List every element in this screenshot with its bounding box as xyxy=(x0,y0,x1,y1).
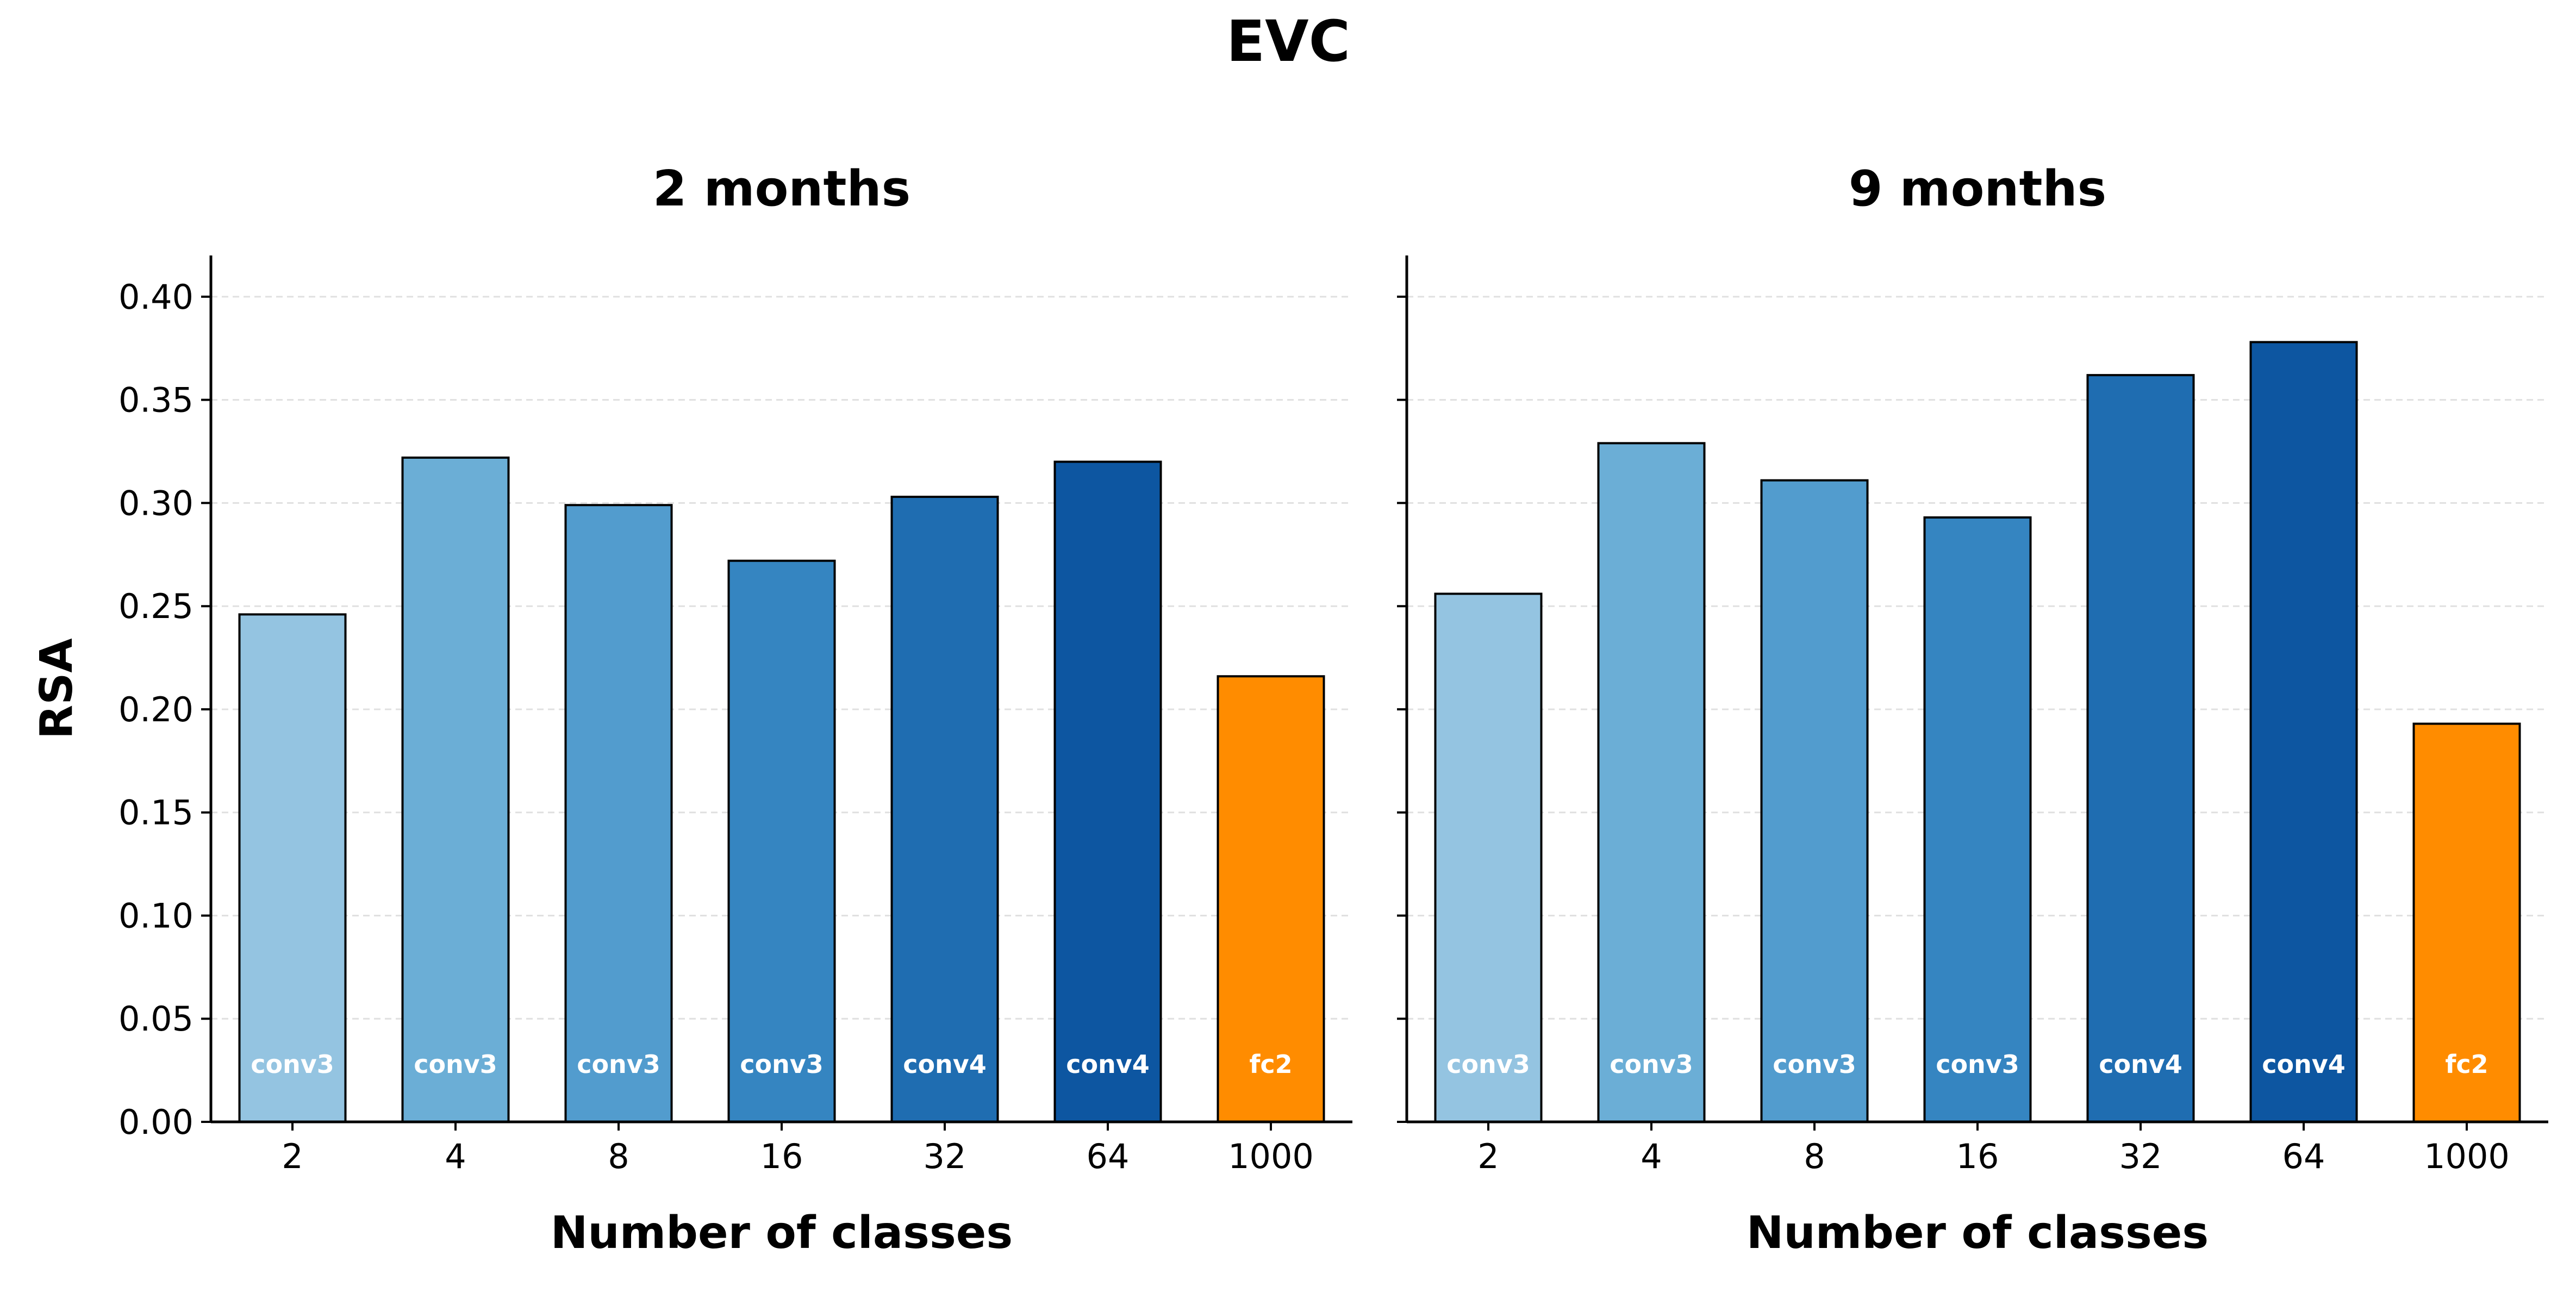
bar-layer-label: conv3 xyxy=(414,1050,497,1079)
x-tick-label: 16 xyxy=(760,1137,803,1176)
x-tick-label: 4 xyxy=(445,1137,466,1176)
y-tick-label: 0.35 xyxy=(118,380,194,420)
bar-layer-label: conv3 xyxy=(1773,1050,1856,1079)
x-tick-label: 1000 xyxy=(1228,1137,1314,1176)
y-tick-label: 0.30 xyxy=(118,483,194,523)
bar-layer-label: fc2 xyxy=(1249,1050,1292,1079)
bar-layer-label: conv3 xyxy=(1610,1050,1693,1079)
x-tick-label: 2 xyxy=(282,1137,303,1176)
bar-64 xyxy=(1053,460,1162,1123)
x-tick-label: 64 xyxy=(1087,1137,1130,1176)
bar-layer-label: conv3 xyxy=(1446,1050,1530,1079)
bar-layer-label: conv4 xyxy=(2099,1050,2182,1079)
x-tick-label: 64 xyxy=(2282,1137,2325,1176)
bar-16 xyxy=(1923,516,2032,1123)
x-axis-label: Number of classes xyxy=(551,1207,1013,1259)
bar-1000 xyxy=(2412,722,2521,1123)
bar-8 xyxy=(1760,479,1869,1124)
y-tick-label: 0.40 xyxy=(118,277,194,317)
bar-layer-label: conv3 xyxy=(1936,1050,2019,1079)
x-tick-label: 4 xyxy=(1641,1137,1662,1176)
x-tick-label: 16 xyxy=(1956,1137,1999,1176)
chart-panels: conv3 2 conv3 4 conv3 8 conv3 16 conv4 32 conv4 64 f… xyxy=(31,160,2548,1259)
x-tick-label: 8 xyxy=(1804,1137,1825,1176)
bar-4 xyxy=(1597,442,1706,1123)
bar-layer-label: conv4 xyxy=(2262,1050,2346,1079)
x-tick-label: 2 xyxy=(1477,1137,1499,1176)
x-axis-label: Number of classes xyxy=(1747,1207,2209,1259)
x-tick-label: 8 xyxy=(608,1137,629,1176)
bar-8 xyxy=(564,504,673,1124)
y-axis-label: RSA xyxy=(31,638,83,739)
x-tick-label: 1000 xyxy=(2424,1137,2510,1176)
chart-panel-1: conv3 2 conv3 4 conv3 8 conv3 16 conv4 32 conv4 64 f… xyxy=(31,160,1352,1259)
bar-2 xyxy=(238,613,347,1124)
bar-4 xyxy=(401,456,510,1123)
figure-title: EVC xyxy=(1226,8,1350,74)
bar-64 xyxy=(2249,341,2358,1123)
y-tick-label: 0.20 xyxy=(118,690,194,729)
x-tick-label: 32 xyxy=(924,1137,966,1176)
bar-layer-label: conv3 xyxy=(740,1050,824,1079)
x-tick-label: 32 xyxy=(2119,1137,2162,1176)
y-tick-label: 0.00 xyxy=(118,1102,194,1142)
bar-layer-label: conv4 xyxy=(903,1050,987,1079)
panel-title: 2 months xyxy=(653,160,910,217)
bar-2 xyxy=(1434,592,1543,1123)
chart-panel-2: conv3 2 conv3 4 conv3 8 conv3 16 conv4 32 conv4 64 f… xyxy=(1397,160,2548,1259)
panel-title: 9 months xyxy=(1849,160,2106,217)
bar-layer-label: conv4 xyxy=(1066,1050,1150,1079)
bar-layer-label: conv3 xyxy=(577,1050,660,1079)
y-tick-label: 0.15 xyxy=(118,793,194,833)
y-tick-label: 0.05 xyxy=(118,999,194,1039)
bar-layer-label: conv3 xyxy=(251,1050,334,1079)
bar-32 xyxy=(890,496,999,1123)
y-tick-label: 0.25 xyxy=(118,586,194,626)
bar-1000 xyxy=(1217,675,1325,1123)
bar-16 xyxy=(727,559,836,1123)
y-tick-label: 0.10 xyxy=(118,896,194,935)
bar-32 xyxy=(2086,374,2195,1123)
bar-layer-label: fc2 xyxy=(2445,1050,2488,1079)
